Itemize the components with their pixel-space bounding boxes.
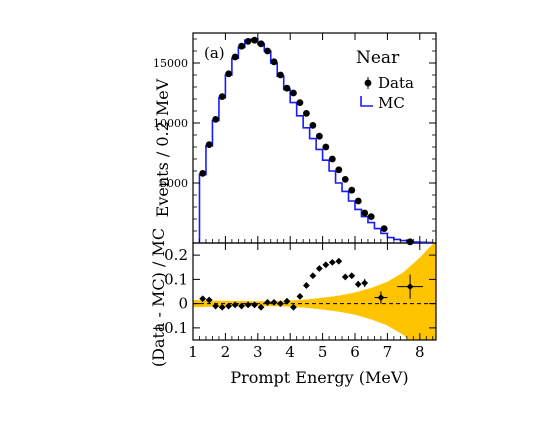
ratio-point <box>315 265 323 272</box>
mc-histogram <box>198 38 433 243</box>
data-point <box>212 116 220 123</box>
data-point <box>218 93 226 100</box>
xtick-label: 6 <box>350 343 360 361</box>
xtick-label: 8 <box>415 343 425 361</box>
ratio-point <box>309 272 317 280</box>
panel-tag: (a) <box>204 44 225 62</box>
ratio-point <box>296 292 304 300</box>
data-point <box>341 176 349 183</box>
data-point <box>199 170 207 177</box>
ratio-point <box>251 301 258 309</box>
ratio-point <box>270 299 278 306</box>
legend-mc-label: MC <box>378 94 405 112</box>
ratio-point <box>225 302 233 310</box>
data-point <box>251 36 258 44</box>
data-point <box>257 40 265 48</box>
ratio-point <box>238 302 245 310</box>
data-point <box>238 42 246 50</box>
data-point <box>303 110 310 117</box>
ratio-point <box>264 299 271 306</box>
data-point <box>283 84 291 92</box>
ratio-point <box>244 301 252 309</box>
legend-data-label: Data <box>378 74 414 92</box>
ratio-point <box>348 272 356 280</box>
uncertainty-band <box>193 243 436 340</box>
data-point <box>205 141 213 149</box>
top-ytick-label: 5000 <box>160 177 188 190</box>
data-point <box>244 38 252 45</box>
data-point <box>309 122 317 129</box>
bottom-ytick-label: −0.1 <box>152 319 188 337</box>
xtick-label: 3 <box>253 343 263 361</box>
ratio-point <box>335 257 343 265</box>
data-point <box>225 70 233 78</box>
ratio-point <box>303 282 310 289</box>
data-point <box>231 53 239 61</box>
bottom-ytick-label: 0.1 <box>164 270 188 288</box>
xlabel: Prompt Energy (MeV) <box>230 368 408 387</box>
ratio-point <box>354 280 362 288</box>
data-point <box>322 143 330 151</box>
bottom-ylabel: (Data - MC) / MC <box>149 228 168 367</box>
top-ytick-label: 10000 <box>153 117 188 130</box>
ratio-point <box>231 301 239 309</box>
data-point <box>328 155 336 163</box>
data-point <box>361 209 369 217</box>
data-point <box>406 238 414 246</box>
bottom-ytick-label: 0 <box>178 295 188 313</box>
ratio-point <box>322 261 330 269</box>
ratio-point <box>361 279 369 287</box>
xtick-label: 5 <box>318 343 328 361</box>
xtick-label: 7 <box>383 343 393 361</box>
bottom-ytick-label: 0.2 <box>164 246 188 264</box>
ratio-point <box>341 273 349 281</box>
ratio-point <box>199 295 207 303</box>
data-point <box>380 225 388 233</box>
data-point <box>290 89 297 97</box>
data-point <box>335 166 343 174</box>
data-point <box>270 58 278 66</box>
top-ylabel: Events / 0.2 MeV <box>153 78 172 217</box>
ratio-point <box>212 302 220 310</box>
xtick-label: 1 <box>188 343 198 361</box>
data-point <box>367 213 375 221</box>
data-point <box>354 197 362 205</box>
top-ytick-label: 15000 <box>153 57 188 70</box>
data-point <box>264 47 271 55</box>
xtick-label: 2 <box>221 343 231 361</box>
ratio-point <box>205 296 213 304</box>
xtick-label: 4 <box>285 343 295 361</box>
data-point <box>315 132 323 140</box>
region-label: Near <box>356 48 400 68</box>
ratio-point <box>328 259 336 266</box>
data-point <box>348 186 356 194</box>
data-point <box>277 71 284 79</box>
ratio-point <box>406 283 414 291</box>
data-point <box>296 99 304 106</box>
bottom-panel-frame <box>192 242 437 341</box>
ratio-point <box>218 303 226 311</box>
legend-mc-marker <box>360 96 373 107</box>
